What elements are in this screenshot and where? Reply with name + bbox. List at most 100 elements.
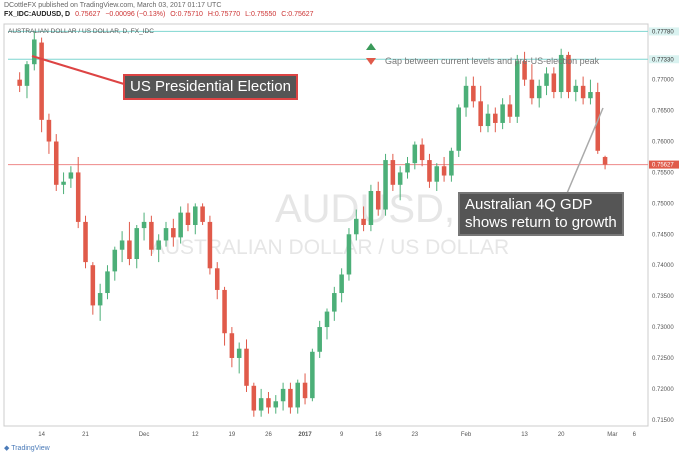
candle-body (222, 289, 227, 334)
election-label: US Presidential Election (130, 78, 291, 95)
candle-body (397, 172, 403, 185)
price-tick-label: 0.73500 (652, 294, 674, 300)
price-tick-label: 0.71500 (652, 418, 674, 424)
price-axis[interactable]: 0.71500 0.72000 0.72500 0.73000 0.73500 0.740… (649, 27, 679, 424)
candle-body (229, 333, 235, 358)
chart-label: AUSTRALIAN DOLLAR / US DOLLAR, D, FX_IDC (8, 28, 154, 35)
candle-body (119, 240, 125, 250)
time-tick-label: 16 (375, 432, 382, 438)
candle-body (390, 160, 396, 185)
candle-body (112, 249, 118, 272)
candle-body (427, 160, 432, 182)
price-tick-label: 0.75000 (652, 201, 674, 207)
footer-brand-text: TradingView (11, 445, 50, 452)
election-callout: US Presidential Election (123, 74, 298, 100)
candle-body (310, 351, 315, 399)
price-label-box (649, 27, 679, 36)
low-value: L:0.75550 (245, 11, 277, 18)
watermark-name: AUSTRALIAN DOLLAR / US DOLLAR (151, 236, 509, 259)
gdp-pointer (564, 107, 604, 199)
time-axis[interactable]: 14 21 Dec 12 19 26 2017 9 16 23 Feb 13 20 Mar 6 (38, 432, 636, 438)
price-change: −0.00096 (−0.13%) (105, 11, 166, 18)
price-tick-label: 0.76500 (652, 109, 674, 115)
publish-header: DCottleFX published on TradingView.com, … (0, 0, 680, 22)
candle-body (273, 401, 279, 408)
candle-body (456, 107, 461, 151)
time-tick-label: 20 (558, 432, 565, 438)
candle-body (354, 218, 359, 235)
candle-body (295, 382, 300, 408)
price-tick-label: 0.72500 (652, 356, 674, 362)
time-tick-label: 9 (340, 432, 344, 438)
candle-body (493, 113, 498, 123)
candle-body (405, 163, 410, 173)
last-price: 0.75627 (75, 11, 101, 18)
candle-body (558, 54, 564, 93)
candle-body (324, 311, 330, 328)
candle-body (127, 240, 132, 260)
candle-body (478, 101, 483, 127)
footer-brand[interactable]: ◆ TradingView (4, 444, 50, 452)
candle-body (573, 85, 579, 93)
candle-body (134, 228, 140, 260)
price-tick-label: 0.76000 (652, 140, 674, 146)
candle-body (302, 382, 308, 399)
candle-body (200, 206, 205, 222)
candle-body (39, 42, 44, 120)
candle-body (339, 274, 344, 294)
candle-body (236, 348, 242, 358)
price-label: 0.77330 (652, 57, 674, 63)
time-tick-label: 14 (38, 432, 45, 438)
candle-body (544, 73, 549, 86)
candle-body (383, 160, 388, 210)
candle-body (193, 206, 198, 225)
price-tick-label: 0.75500 (652, 170, 674, 176)
candle-body (32, 39, 37, 65)
price-tick-label: 0.73000 (652, 325, 674, 331)
candle-body (214, 268, 220, 290)
price-label-box (649, 55, 679, 64)
price-tick-label: 0.74000 (652, 263, 674, 269)
candle-body (17, 79, 22, 86)
time-tick-label: Dec (139, 432, 150, 438)
candle-body (141, 221, 147, 229)
candle-body (412, 144, 418, 164)
candle-body (156, 240, 161, 250)
close-value: C:0.75627 (281, 11, 314, 18)
candle-body (529, 79, 535, 99)
candle-body (580, 85, 586, 99)
candle-body (514, 61, 520, 117)
high-value: H:0.75770 (207, 11, 241, 18)
legend-up (366, 43, 376, 50)
candle-body (361, 218, 366, 225)
time-tick-label: 12 (192, 432, 199, 438)
candle-body (536, 85, 542, 99)
candle-body (522, 61, 527, 80)
candle-body (171, 228, 176, 238)
gdp-label-1: Australian 4Q GDP (465, 196, 593, 213)
candle-body (317, 327, 322, 352)
candle-body (185, 212, 191, 225)
time-tick-label: Mar (607, 432, 617, 438)
candle-body (288, 388, 293, 408)
candle-body (105, 271, 110, 294)
ohlc-line: FX_IDC:AUDUSD, D 0.75627 −0.00096 (−0.13… (4, 11, 317, 18)
price-label: 0.77780 (652, 29, 674, 35)
price-label: 0.75627 (652, 163, 674, 169)
chart-area[interactable]: 0.71500 0.72000 0.72500 0.73000 0.73500 0.740… (0, 22, 680, 446)
candle-body (90, 265, 96, 306)
price-tick-label: 0.74500 (652, 232, 674, 238)
candle-body (485, 113, 491, 127)
candle-body (178, 212, 183, 238)
candle-body (441, 166, 447, 176)
candle-body (61, 181, 66, 185)
candle-body (602, 156, 608, 165)
candle-body (471, 85, 476, 102)
time-tick-label: 2017 (298, 432, 312, 438)
candle-body (75, 172, 81, 222)
time-tick-label: 23 (411, 432, 418, 438)
candle-body (419, 144, 425, 161)
publisher-line: DCottleFX published on TradingView.com, … (4, 2, 222, 9)
candle-body (83, 221, 88, 263)
candle-body (163, 228, 169, 241)
